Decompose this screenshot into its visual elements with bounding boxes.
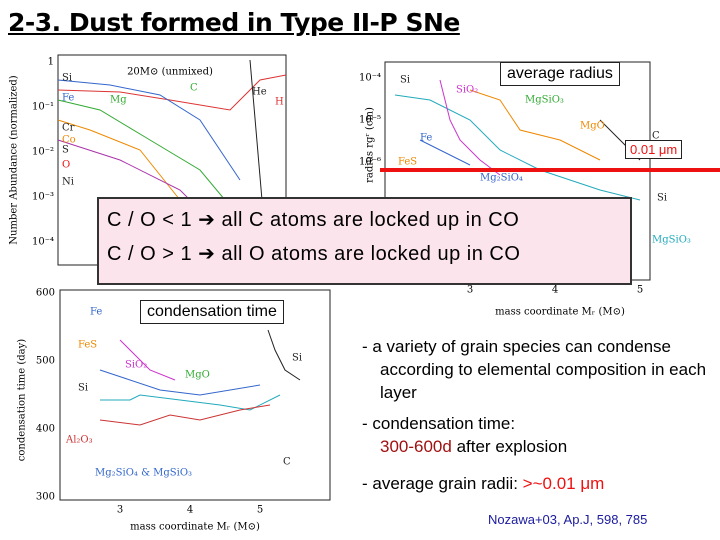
element-label: S [62,145,69,156]
note-text: - average grain radii: [362,474,518,493]
note-text: after explosion [456,437,568,456]
species-label: SiO₂ [125,360,147,371]
curve [57,99,251,231]
x-tick-label: 4 [187,505,193,516]
element-label: He [252,87,267,98]
note: - a variety of grain species can condens… [362,337,707,402]
curve [439,79,501,176]
species-label: Si [78,383,88,394]
species-label: Fe [420,133,432,144]
x-tick-label: 5 [637,285,643,296]
plot-frame [59,289,331,501]
species-label: C [283,457,291,468]
species-label: MgO [580,121,605,132]
species-label: Si [657,193,667,204]
species-label: FeS [78,340,97,351]
species-label: MgO [185,370,210,381]
y-label: Number Abundance (normalized) [9,75,20,245]
y-tick-label: 10⁻² [32,147,54,158]
y-label: condensation time (day) [17,339,28,461]
y-tick-label: 10⁻³ [32,192,54,203]
co-box: C / O < 1 ➔ all C atoms are locked up in… [97,197,632,285]
y-tick-label: 1 [48,57,54,68]
species-label: Al₂O₃ [65,435,93,446]
curve [419,139,471,166]
species-label: Si [292,353,302,364]
note: - average grain radii: >~0.01 μm [362,472,712,495]
curve [394,94,641,201]
curve [119,339,176,381]
y-tick-label: 300 [36,492,55,503]
curve [99,404,271,426]
x-tick-label: 3 [117,505,123,516]
curve [267,329,301,381]
x-label: mass coordinate Mᵣ (M⊙) [130,522,260,533]
species-label: FeS [398,157,417,168]
co-line: C / O > 1 ➔ all O atoms are locked up in… [107,243,521,265]
x-tick-label: 4 [552,285,558,296]
notes: - a variety of grain species can condens… [362,335,712,503]
species-label: Mg₂SiO₄ [480,173,523,184]
x-label: mass coordinate Mᵣ (M⊙) [495,307,625,318]
note-highlight: >~0.01 μm [522,474,605,493]
species-label: Fe [90,307,102,318]
species-label: Si [400,75,410,86]
species-label: MgSiO₃ [652,235,691,246]
note: - condensation time: 300-600d after expl… [362,412,712,458]
y-tick-label: 10⁻⁴ [32,237,54,248]
curve [99,369,261,396]
x-tick-label: 5 [257,505,263,516]
species-label: Mg₂SiO₄ & MgSiO₃ [95,468,192,479]
condensation-caption: condensation time [140,300,284,324]
element-label: C [190,83,198,94]
radius-value-label: 0.01 μm [625,140,683,159]
y-tick-label: 600 [36,288,55,299]
co-line: C / O < 1 ➔ all C atoms are locked up in… [107,209,520,231]
y-label: radius rɡʳ (cm) [365,107,376,183]
curve [469,89,601,161]
curve [100,394,281,411]
species-label: MgSiO₃ [525,95,564,106]
note-text: - condensation time: [362,414,516,433]
y-tick-label: 400 [36,424,55,435]
plot-title: 20M⊙ (unmixed) [127,67,213,78]
title: 2-3. Dust formed in Type II-P SNe [8,8,460,37]
note-highlight: 300-600d [380,437,452,456]
curve [57,79,241,181]
species-label: SiO₂ [456,85,478,96]
y-tick-label: 10⁻⁵ [359,115,381,126]
y-tick-label: 500 [36,356,55,367]
element-label: Co [62,135,76,146]
element-label: O [62,160,70,171]
curve [57,74,287,111]
element-label: Cr [62,123,75,134]
element-label: Fe [62,93,74,104]
element-label: Si [62,73,72,84]
y-tick-label: 10⁻⁴ [359,73,381,84]
element-label: Mg [110,95,127,106]
x-tick-label: 3 [467,285,473,296]
y-tick-label: 10⁻¹ [32,102,54,113]
species-label: C [652,131,660,142]
citation: Nozawa+03, Ap.J, 598, 785 [488,512,648,527]
average-radius-label: average radius [500,62,620,86]
element-label: Ni [62,177,74,188]
element-label: H [275,97,284,108]
y-tick-label: 10⁻⁶ [359,157,381,168]
